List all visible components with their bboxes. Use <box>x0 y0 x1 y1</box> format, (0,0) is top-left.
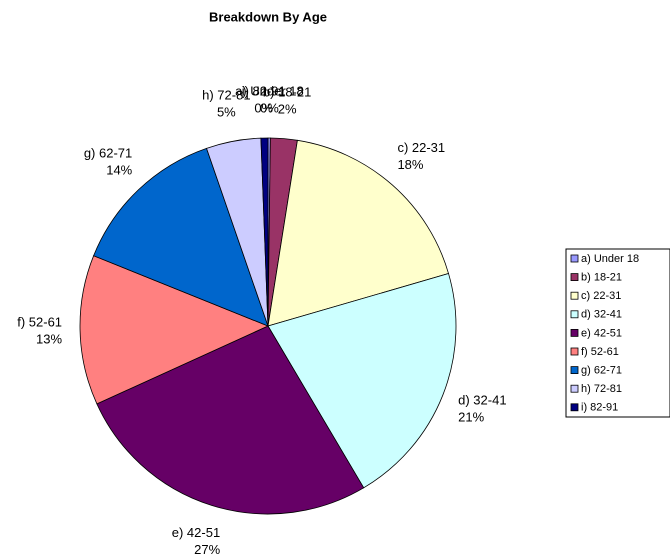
slice-label: d) 32-41 <box>458 393 506 408</box>
legend-swatch <box>570 384 579 393</box>
legend-swatch <box>570 347 579 356</box>
legend-swatch <box>570 273 579 282</box>
pie-slice <box>267 273 457 489</box>
slice-label: f) 52-61 <box>17 314 62 329</box>
slice-label: a) Under 18 <box>235 83 304 98</box>
pie-slice <box>93 147 269 327</box>
slice-value-label: 5% <box>217 104 236 119</box>
slice-label: c) 22-31 <box>397 140 445 155</box>
chart-title: Breakdown By Age <box>209 9 327 24</box>
slice-label: g) 62-71 <box>84 146 132 161</box>
legend-label: b) 18-21 <box>581 272 622 284</box>
legend-label: h) 72-81 <box>581 383 622 395</box>
legend-swatch <box>570 310 579 319</box>
legend-box <box>565 248 670 418</box>
legend-swatch <box>570 366 579 375</box>
slice-label: h) 72-81 <box>202 87 250 102</box>
slice-value-label: 2% <box>278 101 297 116</box>
legend-swatch <box>570 254 579 263</box>
pie-slice <box>79 255 270 405</box>
pie-slice <box>96 325 365 515</box>
slice-value-label: 14% <box>106 163 132 178</box>
pie-slice <box>267 139 450 327</box>
slice-value-label: 21% <box>458 410 484 425</box>
legend-label: i) 82-91 <box>581 402 618 414</box>
slice-value-label: 0% <box>254 100 273 115</box>
legend-label: f) 52-61 <box>581 346 619 358</box>
slice-label: b) 18-21 <box>263 84 311 99</box>
legend-swatch <box>570 328 579 337</box>
slice-label: i) 82-91 <box>242 83 286 98</box>
legend-label: e) 42-51 <box>581 327 622 339</box>
legend-label: g) 62-71 <box>581 365 622 377</box>
slice-value-label: 0% <box>260 100 279 115</box>
slice-value-label: 18% <box>397 157 423 172</box>
legend: a) Under 18 b) 18-21 c) 22-31 d) 32-41 e) 42… <box>570 253 639 414</box>
legend-swatch <box>570 403 579 412</box>
pie-slice <box>260 137 269 327</box>
slice-value-label: 13% <box>36 331 62 346</box>
slice-value-label: 27% <box>194 542 220 556</box>
legend-label: c) 22-31 <box>581 290 621 302</box>
slice-label: e) 42-51 <box>172 525 220 540</box>
legend-swatch <box>570 291 579 300</box>
legend-label: a) Under 18 <box>581 253 639 265</box>
legend-label: d) 32-41 <box>581 309 622 321</box>
